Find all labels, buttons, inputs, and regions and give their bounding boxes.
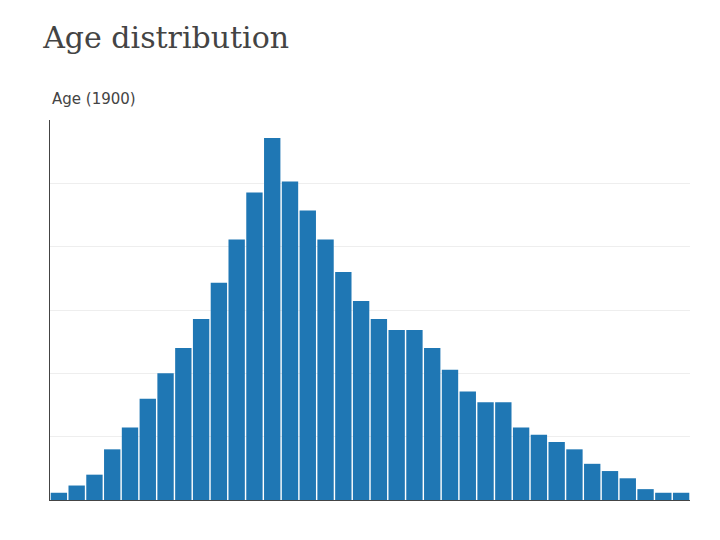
svg-text:Age distribution: Age distribution	[42, 20, 289, 55]
svg-text:Age (1900): Age (1900)	[52, 90, 136, 108]
